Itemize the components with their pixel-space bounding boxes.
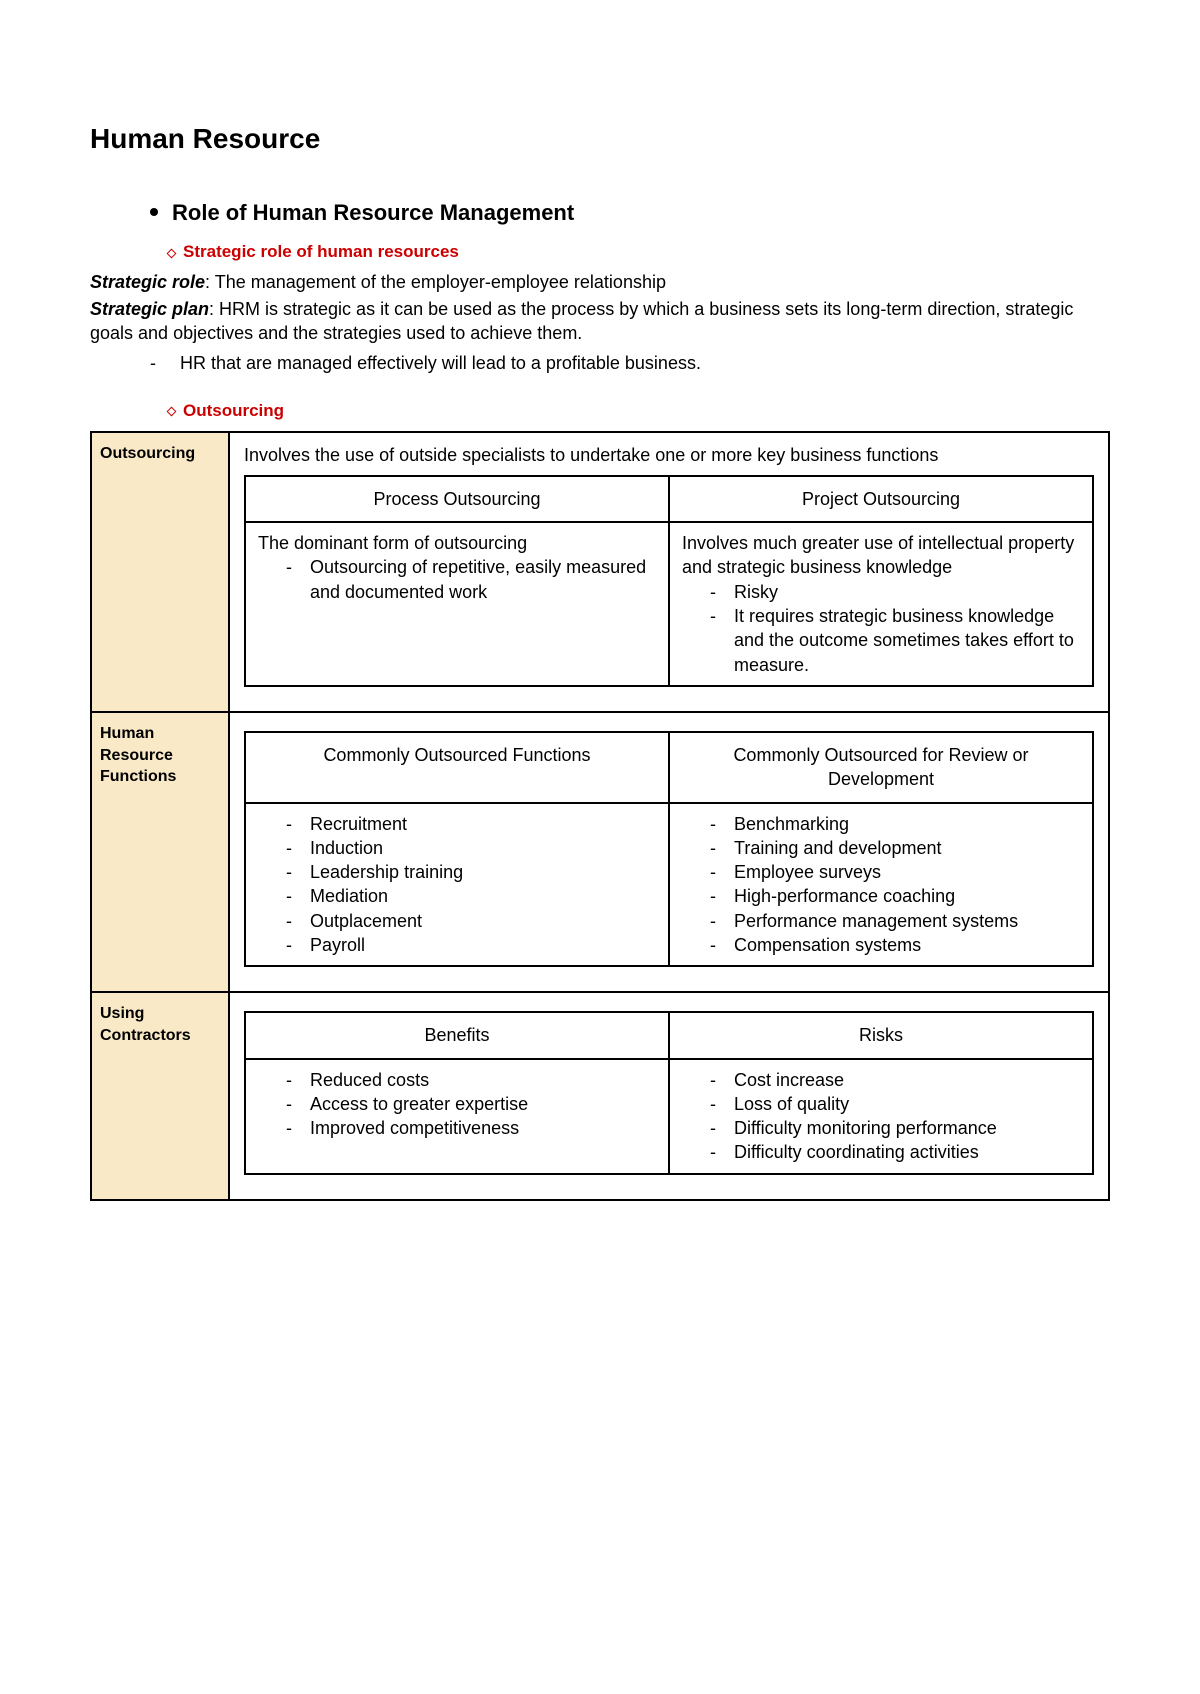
functions-cell-right: Benchmarking Training and development Em…	[669, 803, 1093, 967]
strategic-role-text: : The management of the employer-employe…	[205, 272, 666, 292]
subheading-strategic-text: Strategic role of human resources	[183, 242, 459, 261]
list-item: It requires strategic business knowledge…	[710, 604, 1080, 677]
strategic-plan-line: Strategic plan: HRM is strategic as it c…	[90, 297, 1110, 346]
inner-table-outsourcing: Process Outsourcing Project Outsourcing …	[244, 475, 1094, 687]
list-item: Performance management systems	[710, 909, 1080, 933]
row-content-contractors: Benefits Risks Reduced costs Access to g…	[229, 992, 1109, 1199]
diamond-icon	[167, 248, 177, 258]
process-cell: The dominant form of outsourcing Outsour…	[245, 522, 669, 686]
inner-table-functions: Commonly Outsourced Functions Commonly O…	[244, 731, 1094, 967]
row-label-hr-functions: Human Resource Functions	[91, 712, 229, 992]
inner-table-contractors: Benefits Risks Reduced costs Access to g…	[244, 1011, 1094, 1174]
list-item: Recruitment	[286, 812, 656, 836]
list-item: Outplacement	[286, 909, 656, 933]
page-title: Human Resource	[90, 120, 1110, 158]
process-header: Process Outsourcing	[245, 476, 669, 522]
hr-bullet: HR that are managed effectively will lea…	[150, 351, 1110, 375]
strategic-role-line: Strategic role: The management of the em…	[90, 270, 1110, 294]
list-item: Outsourcing of repetitive, easily measur…	[286, 555, 656, 604]
risks-header: Risks	[669, 1012, 1093, 1058]
section-heading: Role of Human Resource Management	[150, 198, 1110, 228]
bullet-icon	[150, 208, 158, 216]
list-item: Induction	[286, 836, 656, 860]
row-content-hr-functions: Commonly Outsourced Functions Commonly O…	[229, 712, 1109, 992]
list-item: Risky	[710, 580, 1080, 604]
functions-list-right: Benchmarking Training and development Em…	[682, 812, 1080, 958]
benefits-cell: Reduced costs Access to greater expertis…	[245, 1059, 669, 1174]
section-heading-text: Role of Human Resource Management	[172, 200, 574, 225]
list-item: High-performance coaching	[710, 884, 1080, 908]
list-item: Difficulty coordinating activities	[710, 1140, 1080, 1164]
project-cell: Involves much greater use of intellectua…	[669, 522, 1093, 686]
list-item: Access to greater expertise	[286, 1092, 656, 1116]
list-item: Training and development	[710, 836, 1080, 860]
project-list: Risky It requires strategic business kno…	[682, 580, 1080, 677]
subheading-outsourcing: Outsourcing	[168, 400, 1110, 423]
list-item: Difficulty monitoring performance	[710, 1116, 1080, 1140]
process-list: Outsourcing of repetitive, easily measur…	[258, 555, 656, 604]
list-item: Benchmarking	[710, 812, 1080, 836]
risks-cell: Cost increase Loss of quality Difficulty…	[669, 1059, 1093, 1174]
list-item: Cost increase	[710, 1068, 1080, 1092]
list-item: Leadership training	[286, 860, 656, 884]
list-item: Improved competitiveness	[286, 1116, 656, 1140]
outsourcing-intro: Involves the use of outside specialists …	[244, 443, 1094, 467]
row-label-contractors: Using Contractors	[91, 992, 229, 1199]
process-text: The dominant form of outsourcing	[258, 531, 656, 555]
project-text: Involves much greater use of intellectua…	[682, 531, 1080, 580]
commonly-outsourced-header: Commonly Outsourced Functions	[245, 732, 669, 803]
functions-list-left: Recruitment Induction Leadership trainin…	[258, 812, 656, 958]
list-item: Compensation systems	[710, 933, 1080, 957]
diamond-icon	[167, 406, 177, 416]
subheading-outsourcing-text: Outsourcing	[183, 401, 284, 420]
row-content-outsourcing: Involves the use of outside specialists …	[229, 432, 1109, 712]
subheading-strategic: Strategic role of human resources	[168, 241, 1110, 264]
list-item: Loss of quality	[710, 1092, 1080, 1116]
table-row: Human Resource Functions Commonly Outsou…	[91, 712, 1109, 992]
project-header: Project Outsourcing	[669, 476, 1093, 522]
benefits-list: Reduced costs Access to greater expertis…	[258, 1068, 656, 1141]
table-row: Outsourcing Involves the use of outside …	[91, 432, 1109, 712]
strategic-role-term: Strategic role	[90, 272, 205, 292]
commonly-review-header: Commonly Outsourced for Review or Develo…	[669, 732, 1093, 803]
strategic-plan-term: Strategic plan	[90, 299, 209, 319]
row-label-outsourcing: Outsourcing	[91, 432, 229, 712]
table-row: Using Contractors Benefits Risks Reduced…	[91, 992, 1109, 1199]
functions-cell-left: Recruitment Induction Leadership trainin…	[245, 803, 669, 967]
list-item: Employee surveys	[710, 860, 1080, 884]
risks-list: Cost increase Loss of quality Difficulty…	[682, 1068, 1080, 1165]
benefits-header: Benefits	[245, 1012, 669, 1058]
list-item: Payroll	[286, 933, 656, 957]
main-table: Outsourcing Involves the use of outside …	[90, 431, 1110, 1201]
strategic-plan-text: : HRM is strategic as it can be used as …	[90, 299, 1073, 343]
list-item: Reduced costs	[286, 1068, 656, 1092]
list-item: Mediation	[286, 884, 656, 908]
